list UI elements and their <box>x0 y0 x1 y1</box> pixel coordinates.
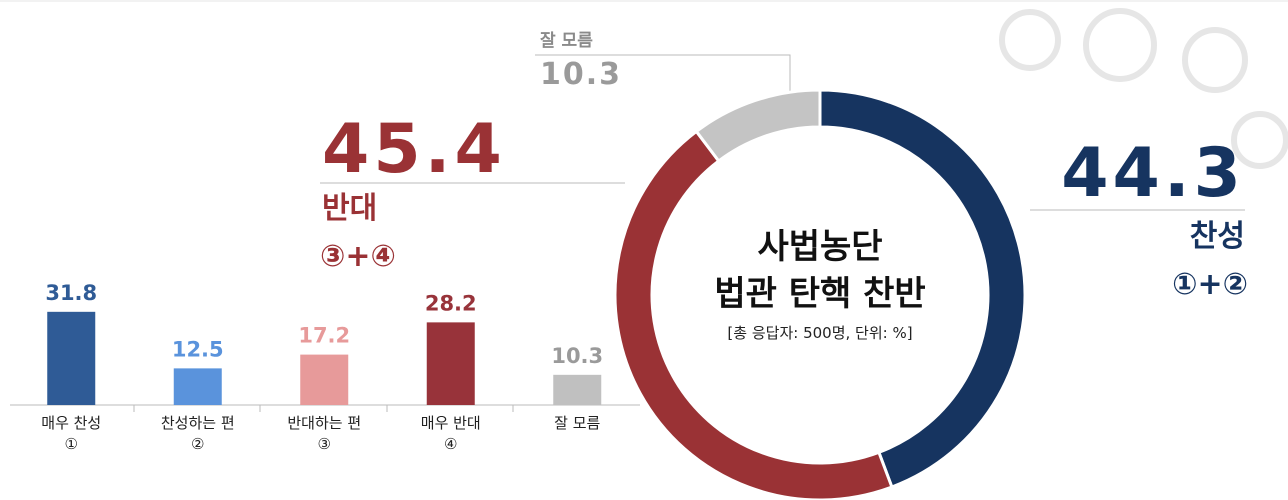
bar <box>553 374 602 405</box>
category-label: 찬성 <box>1190 219 1245 254</box>
bar <box>47 311 96 405</box>
data-label: 12.5 <box>172 337 224 361</box>
category-marker: ④ <box>444 435 457 453</box>
bar <box>426 322 475 405</box>
donut-subtitle: [총 응답자: 500명, 단위: %] <box>727 324 912 342</box>
value-label: 45.4 <box>322 110 506 189</box>
category-separators <box>133 405 514 412</box>
donut-title: 사법농단 <box>757 227 882 267</box>
category-label: 매우 반대 <box>421 414 481 432</box>
data-label: 28.2 <box>425 291 477 315</box>
bar <box>300 354 349 405</box>
gear-decoration <box>999 8 1288 169</box>
donut-segment <box>694 88 822 164</box>
data-label: 10.3 <box>551 344 603 368</box>
category-label: 반대 <box>322 191 377 226</box>
donut-segment <box>613 129 894 500</box>
category-label: 잘 모름 <box>554 414 600 432</box>
data-label: 31.8 <box>45 281 97 305</box>
category-label: 찬성하는 편 <box>161 414 235 432</box>
category-marker: ③ <box>318 435 331 453</box>
value-label: 10.3 <box>540 57 622 92</box>
category-marker: ③+④ <box>320 239 396 274</box>
value-label: 44.3 <box>1061 134 1245 213</box>
category-label: 반대하는 편 <box>287 414 361 432</box>
category-marker: ① <box>65 435 78 453</box>
category-marker: ② <box>191 435 204 453</box>
category-label: 잘 모름 <box>540 30 593 51</box>
leader-line <box>535 54 791 98</box>
bar <box>173 368 222 405</box>
data-label: 17.2 <box>298 324 350 348</box>
donut-title: 법관 탄핵 찬반 <box>714 274 925 314</box>
category-label: 매우 찬성 <box>41 414 101 432</box>
category-marker: ①+② <box>1172 267 1248 302</box>
